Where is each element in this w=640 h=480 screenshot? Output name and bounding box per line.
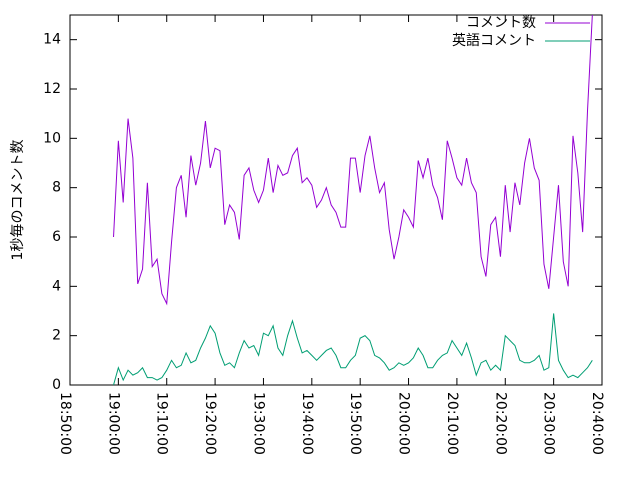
legend-label: コメント数 (466, 15, 536, 31)
x-tick-label: 18:50:00 (57, 392, 73, 455)
y-tick-label: 6 (52, 229, 61, 245)
x-tick-label: 20:30:00 (541, 392, 557, 455)
x-tick-label: 19:00:00 (105, 392, 121, 455)
y-tick-label: 2 (52, 328, 61, 344)
y-tick-label: 12 (43, 81, 61, 97)
y-tick-label: 10 (43, 130, 61, 146)
x-tick-label: 20:20:00 (492, 392, 508, 455)
x-tick-label: 19:30:00 (250, 392, 266, 455)
y-axis-label: 1秒毎のコメント数 (10, 140, 26, 261)
x-tick-label: 20:00:00 (396, 392, 412, 455)
x-tick-label: 20:40:00 (589, 392, 605, 455)
plot-border (69, 14, 603, 386)
series-line (113, 313, 593, 386)
y-tick-label: 8 (52, 180, 61, 196)
y-tick-label: 14 (43, 32, 61, 48)
x-tick-label: 19:50:00 (347, 392, 363, 455)
x-tick-label: 20:10:00 (444, 392, 460, 455)
x-tick-label: 19:40:00 (299, 392, 315, 455)
y-tick-label: 4 (52, 278, 61, 294)
x-tick-label: 19:10:00 (154, 392, 170, 455)
series-line (113, 14, 593, 306)
legend-label: 英語コメント (452, 32, 536, 49)
y-tick-label: 0 (52, 377, 61, 393)
x-tick-label: 19:20:00 (202, 392, 218, 455)
